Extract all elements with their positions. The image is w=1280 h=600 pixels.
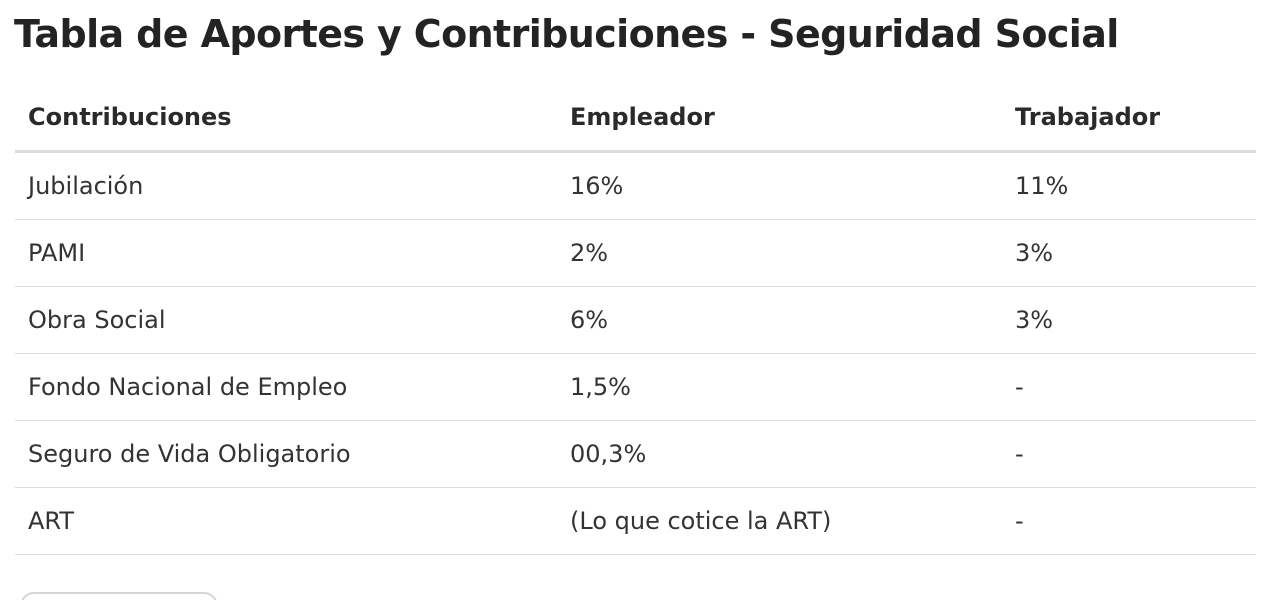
header-trabajador: Trabajador [1002,84,1256,153]
header-contribuciones: Contribuciones [15,84,557,153]
cell-trabajador: 3% [1002,286,1256,354]
cell-contribucion: Obra Social [15,286,557,354]
cell-empleador: 1,5% [557,353,1002,421]
cell-contribucion: ART [15,487,557,555]
cell-empleador: 2% [557,219,1002,287]
cell-contribucion: Jubilación [15,151,557,220]
cell-trabajador: 11% [1002,151,1256,220]
cell-trabajador: - [1002,487,1256,555]
cell-trabajador: 3% [1002,219,1256,287]
cell-empleador: 6% [557,286,1002,354]
table-row: ART (Lo que cotice la ART) - [15,487,1256,555]
contributions-table: Contribuciones Empleador Trabajador Jubi… [15,84,1256,555]
cell-empleador: 16% [557,151,1002,220]
table-row: PAMI 2% 3% [15,219,1256,287]
partially-visible-button[interactable] [20,592,218,600]
table-header-row: Contribuciones Empleador Trabajador [15,84,1256,153]
cell-contribucion: PAMI [15,219,557,287]
cell-contribucion: Fondo Nacional de Empleo [15,353,557,421]
cell-trabajador: - [1002,420,1256,488]
page-title: Tabla de Aportes y Contribuciones - Segu… [14,12,1119,56]
cell-empleador: 00,3% [557,420,1002,488]
cell-trabajador: - [1002,353,1256,421]
header-empleador: Empleador [557,84,1002,153]
table-row: Jubilación 16% 11% [15,151,1256,220]
cell-empleador: (Lo que cotice la ART) [557,487,1002,555]
cell-contribucion: Seguro de Vida Obligatorio [15,420,557,488]
table-row: Seguro de Vida Obligatorio 00,3% - [15,420,1256,488]
table-row: Obra Social 6% 3% [15,286,1256,354]
table-row: Fondo Nacional de Empleo 1,5% - [15,353,1256,421]
